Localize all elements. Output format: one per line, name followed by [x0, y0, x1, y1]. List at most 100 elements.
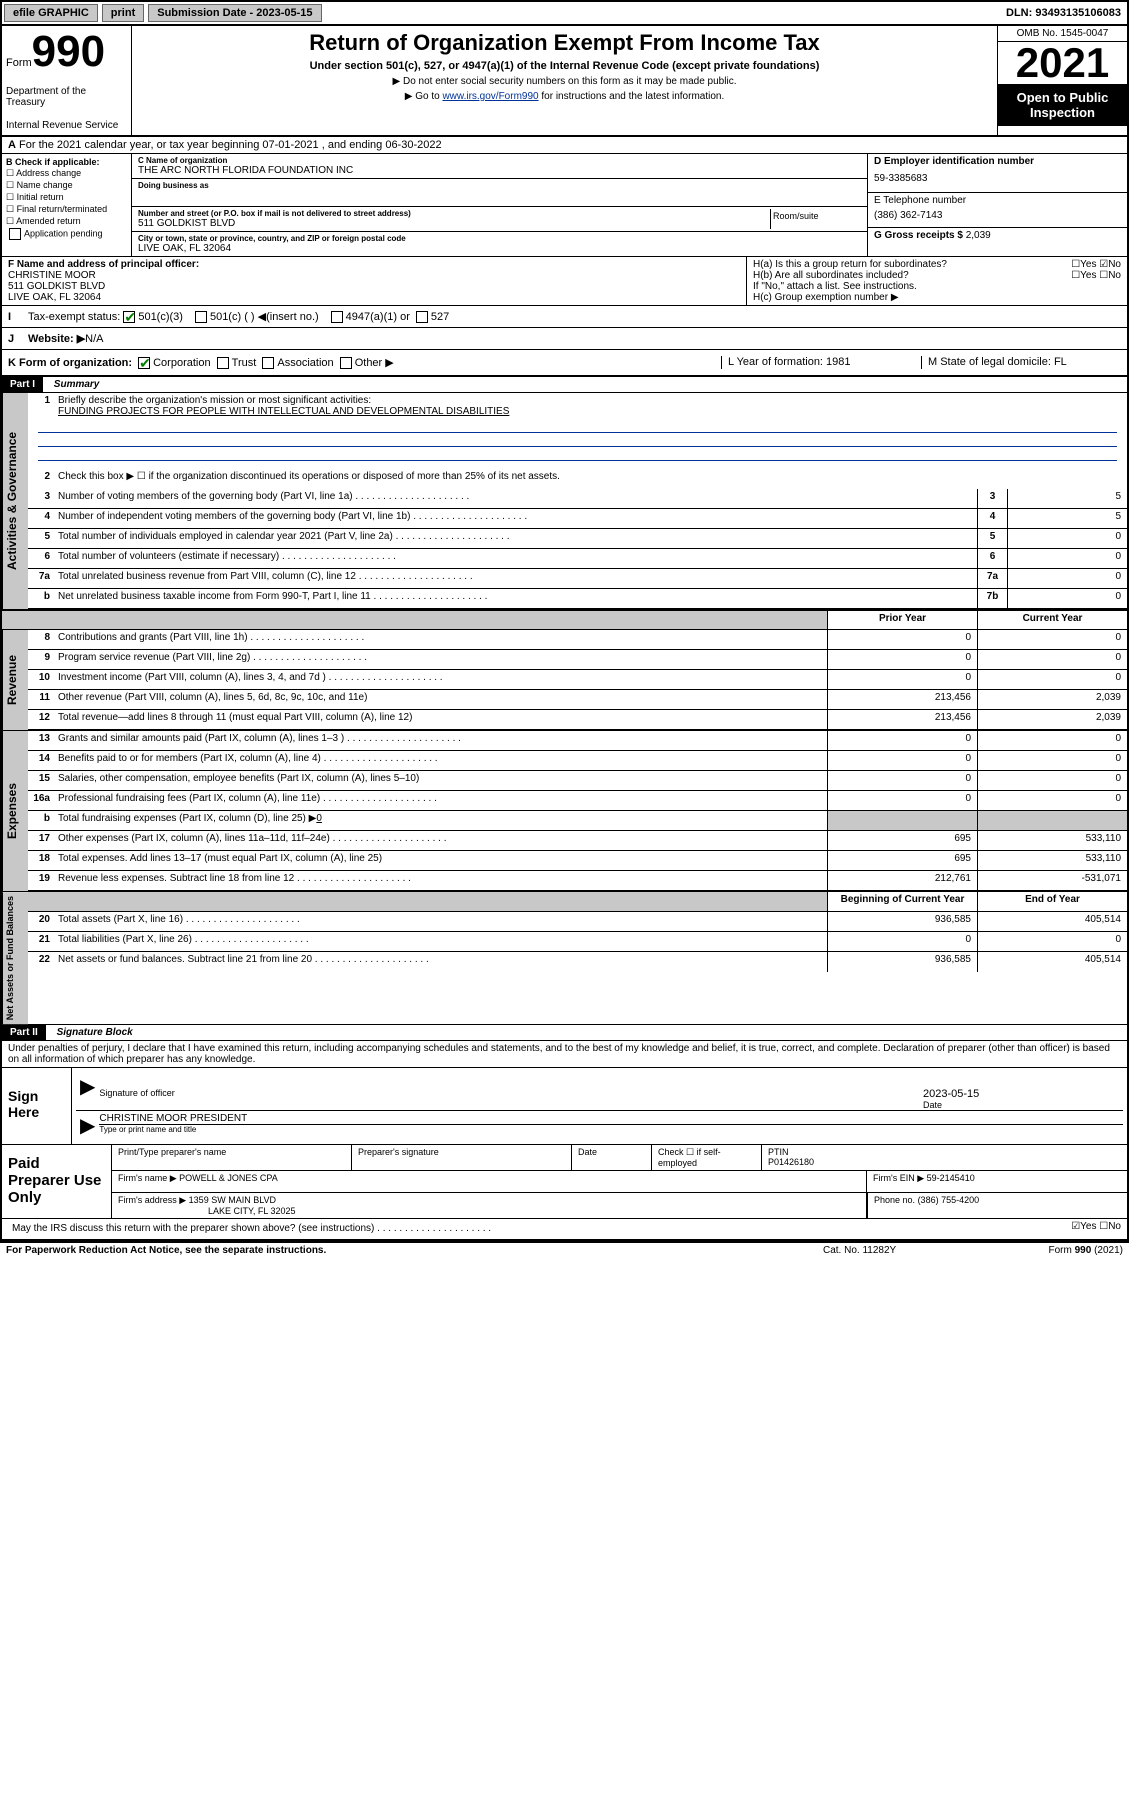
page-footer: For Paperwork Reduction Act Notice, see … [0, 1243, 1129, 1258]
firm-address1: 1359 SW MAIN BLVD [189, 1195, 276, 1205]
submission-date-label: Submission Date - 2023-05-15 [148, 4, 321, 22]
part2-label: Part II [2, 1025, 46, 1040]
city-label: City or town, state or province, country… [138, 234, 861, 243]
form-version: Form 990 (2021) [973, 1245, 1123, 1256]
check-application-pending[interactable]: Application pending [6, 228, 127, 240]
city-state-zip: LIVE OAK, FL 32064 [138, 243, 861, 254]
l14-prior: 0 [827, 751, 977, 770]
l14-current: 0 [977, 751, 1127, 770]
l5-value: 0 [1007, 529, 1127, 548]
arrow-icon: ▶ [76, 1074, 99, 1110]
check-name-change[interactable]: ☐ Name change [6, 180, 127, 191]
preparer-name-label: Print/Type preparer's name [112, 1145, 352, 1170]
col-de: D Employer identification number 59-3385… [867, 154, 1127, 256]
l21-current: 0 [977, 932, 1127, 951]
l16a-prior: 0 [827, 791, 977, 810]
dept-treasury: Department of the Treasury [6, 86, 127, 108]
hb-answer[interactable]: ☐Yes ☐No [1071, 270, 1121, 281]
gross-receipts-label: G Gross receipts $ [874, 230, 966, 241]
l4-text: Number of independent voting members of … [54, 509, 977, 528]
discuss-text: May the IRS discuss this return with the… [8, 1221, 971, 1237]
irs-link[interactable]: www.irs.gov/Form990 [442, 91, 538, 102]
main-title: Return of Organization Exempt From Incom… [136, 30, 993, 56]
part2-header: Part II Signature Block [2, 1025, 1127, 1041]
l16a-text: Professional fundraising fees (Part IX, … [54, 791, 827, 810]
m-state-domicile: M State of legal domicile: FL [921, 356, 1121, 369]
l15-prior: 0 [827, 771, 977, 790]
l13-text: Grants and similar amounts paid (Part IX… [54, 731, 827, 750]
l13-prior: 0 [827, 731, 977, 750]
ptin-label: PTIN [768, 1147, 1121, 1157]
cat-number: Cat. No. 11282Y [823, 1245, 973, 1256]
part1-title: Summary [46, 377, 108, 392]
line-a: A For the 2021 calendar year, or tax yea… [2, 137, 1127, 154]
row-j: J Website: ▶ N/A [2, 328, 1127, 350]
l9-current: 0 [977, 650, 1127, 669]
boy-header: Beginning of Current Year [827, 892, 977, 911]
revenue-section: Revenue 8Contributions and grants (Part … [2, 630, 1127, 731]
l9-text: Program service revenue (Part VIII, line… [54, 650, 827, 669]
self-employed-check[interactable]: Check ☐ if self-employed [652, 1145, 762, 1170]
side-label-net-assets: Net Assets or Fund Balances [2, 892, 28, 1024]
part1-header: Part I Summary [2, 377, 1127, 393]
check-trust[interactable] [217, 357, 229, 369]
dln-label: DLN: 93493135106083 [1006, 7, 1127, 19]
hb-note: If "No," attach a list. See instructions… [753, 281, 1121, 292]
l7a-value: 0 [1007, 569, 1127, 588]
l14-text: Benefits paid to or for members (Part IX… [54, 751, 827, 770]
l12-current: 2,039 [977, 710, 1127, 729]
check-initial-return[interactable]: ☐ Initial return [6, 192, 127, 203]
ein-label: D Employer identification number [874, 156, 1121, 167]
check-527[interactable] [416, 311, 428, 323]
current-year-header: Current Year [977, 611, 1127, 629]
efile-label: efile GRAPHIC [4, 4, 98, 22]
check-4947[interactable] [331, 311, 343, 323]
officer-signature-label: Signature of officer [99, 1074, 923, 1110]
check-final-return[interactable]: ☐ Final return/terminated [6, 204, 127, 215]
topbar: efile GRAPHIC print Submission Date - 20… [2, 2, 1127, 26]
l1-text: Briefly describe the organization's miss… [58, 395, 371, 406]
side-label-expenses: Expenses [2, 731, 28, 891]
check-amended-return[interactable]: ☐ Amended return [6, 216, 127, 227]
paid-preparer-section: Paid Preparer Use Only Print/Type prepar… [2, 1145, 1127, 1219]
l15-current: 0 [977, 771, 1127, 790]
declaration-text: Under penalties of perjury, I declare th… [2, 1041, 1127, 1068]
l9-prior: 0 [827, 650, 977, 669]
sign-date-value: 2023-05-15 [923, 1088, 1123, 1100]
check-corporation[interactable] [138, 357, 150, 369]
website-label: Website: ▶ [28, 332, 85, 345]
l6-value: 0 [1007, 549, 1127, 568]
ein-value: 59-3385683 [874, 167, 1121, 190]
title-box: Return of Organization Exempt From Incom… [132, 26, 997, 135]
l8-current: 0 [977, 630, 1127, 649]
l16a-current: 0 [977, 791, 1127, 810]
name-title-label: Type or print name and title [99, 1124, 1123, 1134]
l2-text: Check this box ▶ ☐ if the organization d… [54, 469, 1127, 489]
check-address-change[interactable]: ☐ Address change [6, 168, 127, 179]
row-j-label: J [8, 333, 28, 345]
l-year-formation: L Year of formation: 1981 [721, 356, 921, 369]
ha-label: H(a) Is this a group return for subordin… [753, 259, 1071, 270]
l21-prior: 0 [827, 932, 977, 951]
print-button[interactable]: print [102, 4, 144, 22]
part1-label: Part I [2, 377, 43, 392]
open-inspection: Open to Public Inspection [998, 84, 1127, 126]
year-box: OMB No. 1545-0047 2021 Open to Public In… [997, 26, 1127, 135]
side-label-revenue: Revenue [2, 630, 28, 730]
row-i: I Tax-exempt status: 501(c)(3) 501(c) ( … [2, 306, 1127, 328]
l12-text: Total revenue—add lines 8 through 11 (mu… [54, 710, 827, 729]
l18-prior: 695 [827, 851, 977, 870]
check-501c[interactable] [195, 311, 207, 323]
gross-receipts-value: 2,039 [966, 230, 991, 241]
discuss-answer[interactable]: ☑Yes ☐No [971, 1221, 1121, 1237]
website-value: N/A [85, 333, 103, 345]
check-association[interactable] [262, 357, 274, 369]
check-501c3[interactable] [123, 311, 135, 323]
org-name: THE ARC NORTH FLORIDA FOUNDATION INC [138, 165, 861, 176]
check-other[interactable] [340, 357, 352, 369]
l17-text: Other expenses (Part IX, column (A), lin… [54, 831, 827, 850]
l10-text: Investment income (Part VIII, column (A)… [54, 670, 827, 689]
form-number-box: Form990 Department of the Treasury Inter… [2, 26, 132, 135]
ha-answer[interactable]: ☐Yes ☑No [1071, 259, 1121, 270]
hc-label: H(c) Group exemption number ▶ [753, 292, 1121, 303]
